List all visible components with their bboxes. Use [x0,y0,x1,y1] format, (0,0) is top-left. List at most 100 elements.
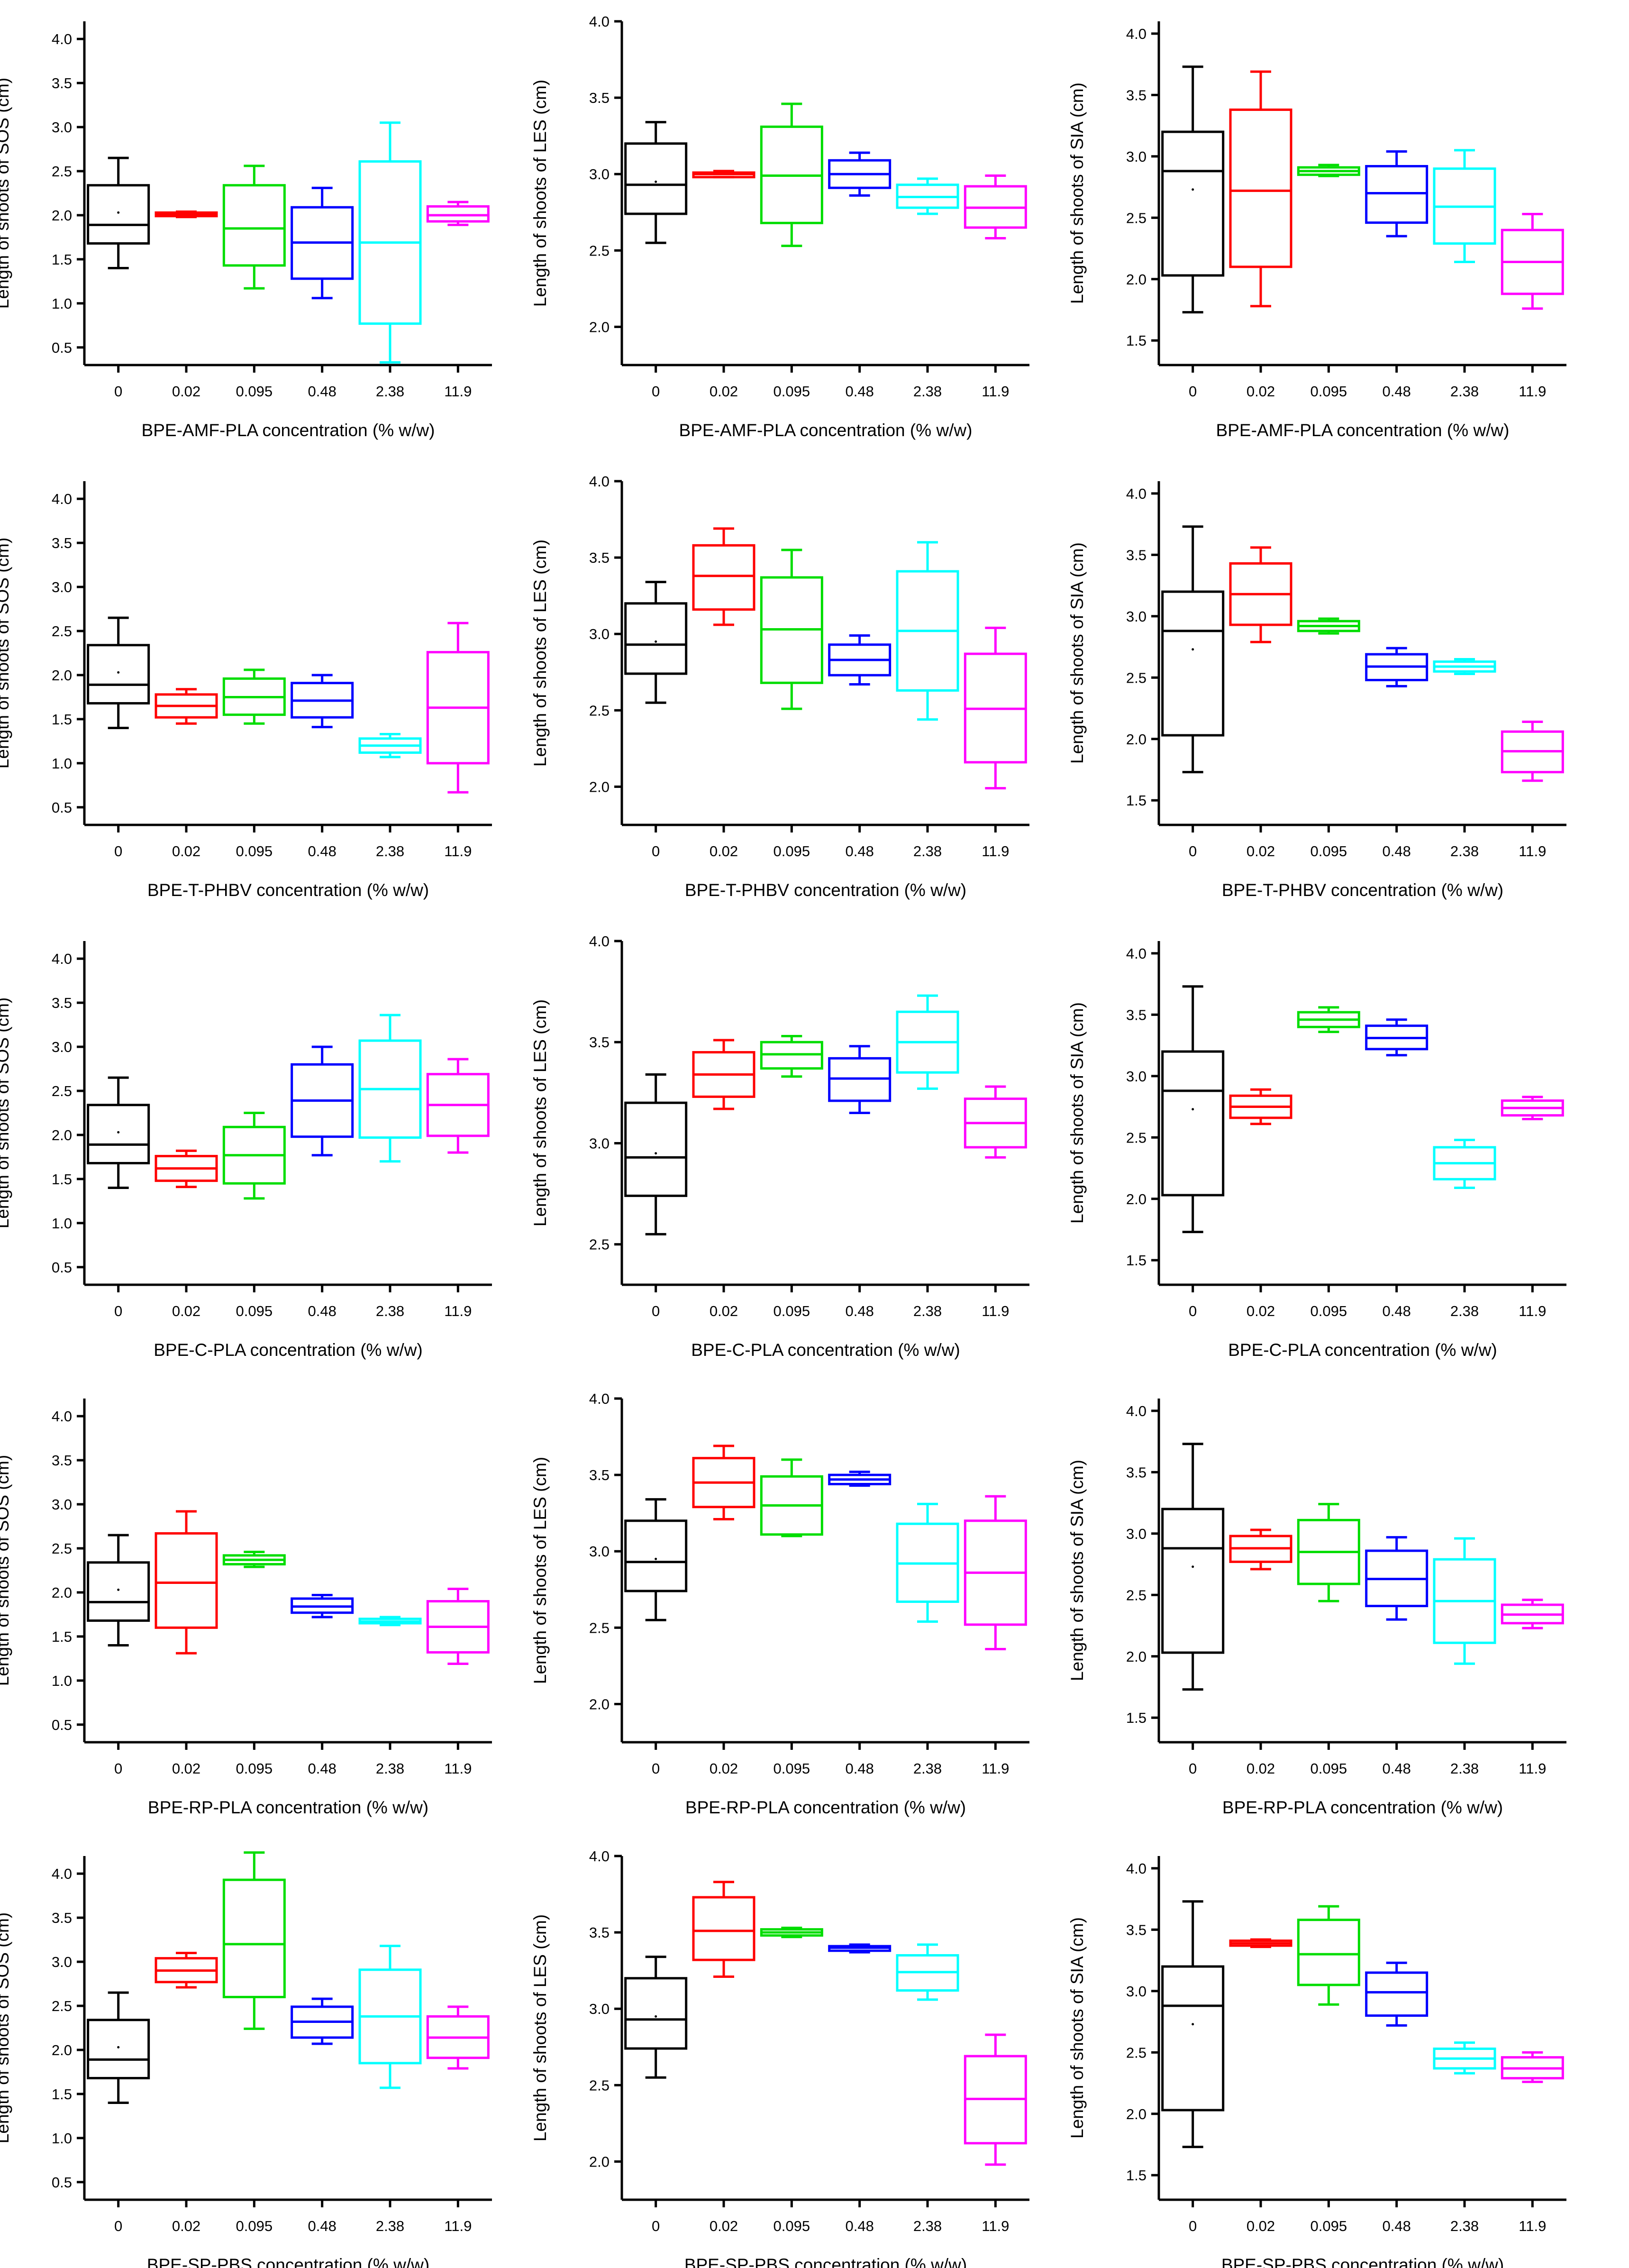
box-0.02 [1229,1528,1292,1571]
y-tick-label: 1.0 [52,295,72,312]
y-tick-label: 3.0 [589,166,610,183]
y-tick-label: 2.0 [589,778,610,795]
iqr-box [624,142,688,215]
box-2.38 [1433,149,1496,263]
y-tick-label: 4.0 [1126,1403,1147,1419]
y-tick-label: 3.0 [52,119,72,136]
x-tick-label: 0 [114,2218,122,2234]
y-tick-label: 4.0 [589,1390,610,1407]
x-tick-label: 0.02 [1247,1303,1275,1319]
y-tick-label: 0.5 [52,2174,72,2191]
box-0.02 [155,1149,218,1189]
y-tick-label: 1.5 [52,2086,72,2103]
x-tick-label: 0 [652,843,660,860]
box-0.02 [1229,1088,1292,1125]
y-axis-title: Length of shoots of SIA (cm) [1067,1917,1087,2139]
x-tick-label: 0 [114,1303,122,1319]
mean-marker [1192,1108,1194,1111]
x-tick-label: 0.02 [1247,1760,1275,1777]
chart-panel-10: 0.5 1.0 1.5 2.0 2.5 3.0 3.5 4.0 0 0.02 0.095 0.48 2.… [0,1399,492,1817]
y-tick-label: 3.0 [52,579,72,595]
y-tick-label: 2.0 [1126,1648,1147,1665]
iqr-box [1161,130,1225,277]
x-tick-label: 2.38 [913,2218,942,2234]
box-0.48 [291,1997,354,2045]
x-axis-title: BPE-SP-PBS concentration (% w/w) [684,2255,967,2268]
x-tick-label: 0 [1189,1303,1197,1319]
iqr-box [87,2019,150,2079]
mean-marker [655,180,657,183]
chart-panel-7: 0.5 1.0 1.5 2.0 2.5 3.0 3.5 4.0 0 0.02 0.095 0.48 2.… [0,941,492,1360]
x-tick-label: 2.38 [1450,383,1479,400]
x-tick-label: 0.095 [774,1303,810,1319]
mean-marker [1192,188,1194,191]
x-tick-label: 0 [1189,383,1197,400]
y-tick-label: 0.5 [52,799,72,816]
y-tick-label: 3.5 [52,1910,72,1926]
x-axis-title: BPE-SP-PBS concentration (% w/w) [147,2255,429,2268]
y-tick-label: 3.0 [589,1543,610,1560]
box-11.9 [964,626,1027,790]
x-tick-label: 0.095 [774,843,810,860]
y-tick-label: 3.5 [1126,1006,1147,1023]
y-tick-label: 2.5 [1126,210,1147,226]
box-2.38 [1433,1537,1496,1665]
box-0.02 [692,527,755,626]
iqr-box [87,1561,150,1622]
box-2.38 [896,1502,959,1623]
iqr-box [692,1896,755,1961]
x-axis-title: BPE-AMF-PLA concentration (% w/w) [142,421,435,440]
x-tick-label: 0.48 [845,843,874,860]
iqr-box [1161,1965,1225,2112]
iqr-box [692,544,755,611]
mean-marker [655,1152,657,1155]
box-0.48 [1365,1018,1429,1057]
x-tick-label: 0.02 [1247,383,1275,400]
x-tick-label: 0.02 [710,1760,738,1777]
x-tick-label: 0.02 [710,2218,738,2234]
mean-marker [117,1588,120,1591]
x-axis-title: BPE-C-PLA concentration (% w/w) [1228,1340,1497,1360]
y-tick-label: 1.5 [1126,1710,1147,1726]
y-tick-label: 4.0 [1126,945,1147,962]
x-tick-label: 0.48 [845,383,874,400]
x-tick-label: 2.38 [913,1760,942,1777]
x-tick-label: 0.02 [1247,843,1275,860]
y-axis-title: Length of shoots of LES (cm) [530,1914,550,2141]
box-11.9 [1501,2051,1564,2083]
x-axis-title: BPE-C-PLA concentration (% w/w) [691,1340,960,1360]
y-tick-label: 3.0 [1126,1068,1147,1085]
iqr-box [426,205,490,223]
chart-panel-13: 0.5 1.0 1.5 2.0 2.5 3.0 3.5 4.0 0 0.02 0.095 0.48 2.… [0,1851,492,2268]
box-0.02 [1229,70,1292,308]
x-tick-label: 0.48 [308,2218,336,2234]
x-tick-label: 0 [652,2218,660,2234]
x-tick-label: 0.095 [1310,2218,1347,2234]
box-11.9 [1501,721,1564,782]
box-0 [624,1498,688,1621]
y-tick-label: 2.0 [589,319,610,335]
box-2.38 [1433,2041,1496,2075]
y-tick-label: 3.5 [1126,87,1147,103]
y-tick-label: 0.5 [52,1259,72,1276]
x-tick-label: 0.48 [308,843,336,860]
box-11.9 [964,1495,1027,1650]
y-tick-label: 1.5 [52,1171,72,1188]
y-tick-label: 3.5 [1126,1921,1147,1938]
y-tick-label: 3.5 [589,1924,610,1941]
box-11.9 [964,174,1027,240]
x-tick-label: 0.48 [845,1760,874,1777]
y-axis-title: Length of shoots of SIA (cm) [1067,1002,1087,1224]
y-tick-label: 4.0 [589,473,610,490]
x-tick-label: 0 [114,383,122,400]
x-tick-label: 0.095 [1310,383,1347,400]
x-tick-label: 0.095 [236,1760,273,1777]
y-tick-label: 4.0 [589,1848,610,1865]
mean-marker [1192,2023,1194,2026]
x-tick-label: 0.095 [1310,1303,1347,1319]
box-11.9 [964,2033,1027,2166]
y-tick-label: 3.0 [589,1135,610,1152]
chart-panel-15: 1.5 2.0 2.5 3.0 3.5 4.0 0 0.02 0.095 0.48 2.38 11.9… [1067,1856,1566,2268]
y-axis-title: Length of shoots of SOS (cm) [0,538,12,768]
y-tick-label: 2.0 [1126,1191,1147,1207]
